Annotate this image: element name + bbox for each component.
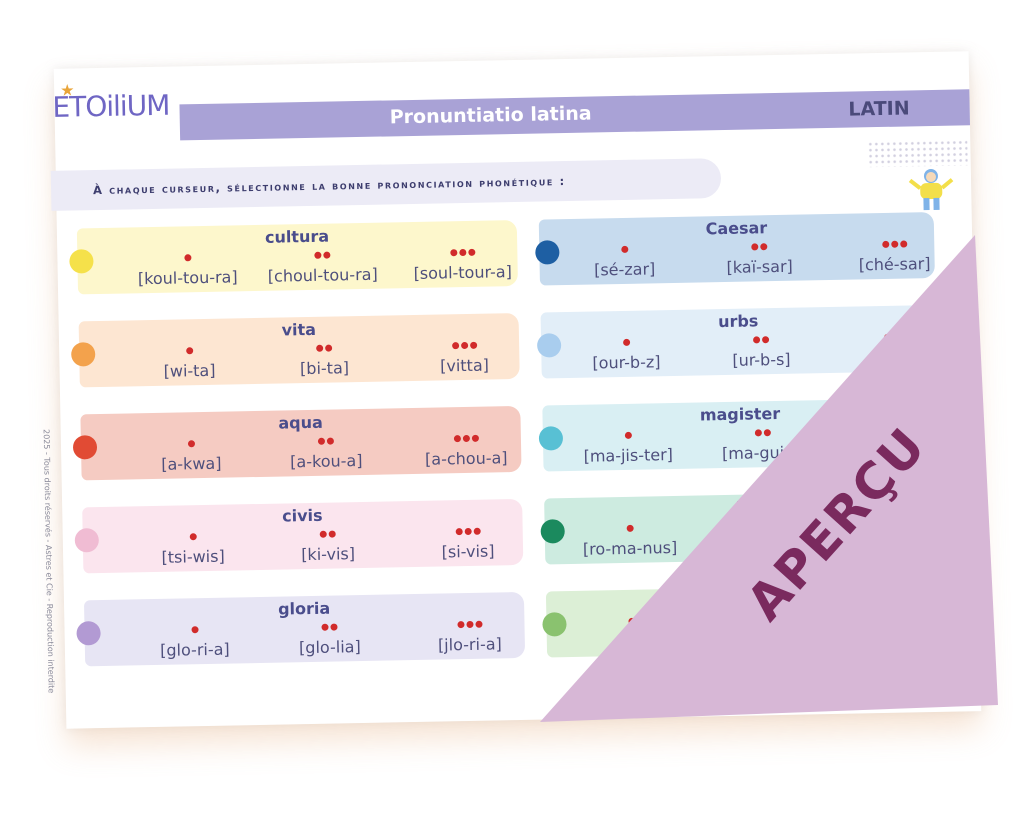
worksheet: ★ ETOiliUM Pronuntiatio latina LATIN À c… (42, 51, 982, 729)
mascot-icon (908, 169, 954, 211)
watermark-triangle (540, 235, 998, 722)
